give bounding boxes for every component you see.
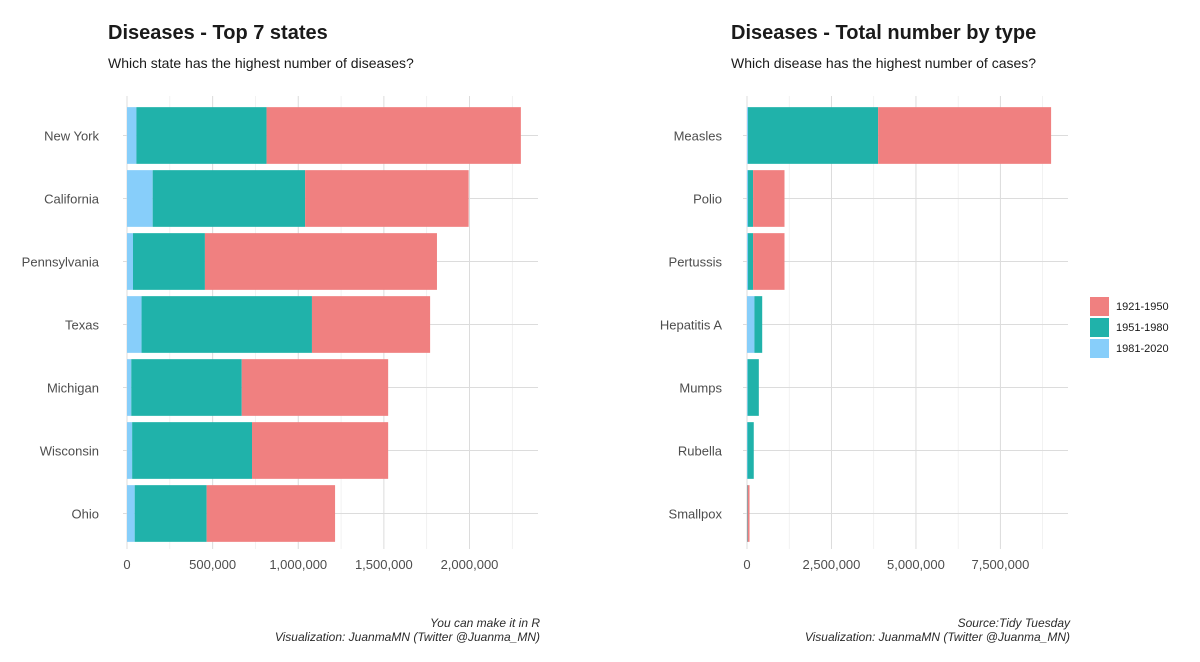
right-bar-mumps-1951-1980 <box>747 359 759 416</box>
left-bar-texas-1951-1980 <box>141 296 312 353</box>
right-bar-measles-1951-1980 <box>748 107 879 164</box>
left-category-label-pennsylvania: Pennsylvania <box>22 255 100 270</box>
right-bar-measles-1921-1950 <box>878 107 1052 164</box>
left-caption-line2: Visualization: JuanmaMN (Twitter @Juanma… <box>274 630 540 644</box>
left-caption-line1: You can make it in R <box>429 616 540 630</box>
left-bar-california-1951-1980 <box>152 170 306 227</box>
right-bar-hepatitis-a-1951-1980 <box>754 296 763 353</box>
right-category-label-mumps: Mumps <box>679 381 722 396</box>
left-bar-pennsylvania-1951-1980 <box>132 233 205 290</box>
left-bar-texas-1921-1950 <box>311 296 431 353</box>
left-bar-wisconsin-1921-1950 <box>252 422 389 479</box>
legend-item-1981-2020: 1981-2020 <box>1090 338 1169 359</box>
right-bar-rubella-1981-2020 <box>747 422 748 479</box>
right-bar-polio-1981-2020 <box>747 170 749 227</box>
right-caption-line1: Source:Tidy Tuesday <box>957 616 1070 630</box>
left-bar-michigan-1981-2020 <box>127 359 132 416</box>
right-caption: Source:Tidy Tuesday Visualization: Juanm… <box>805 616 1070 644</box>
right-bar-smallpox-1921-1950 <box>747 485 750 542</box>
legend-item-1921-1950: 1921-1950 <box>1090 296 1169 317</box>
left-bar-california-1921-1950 <box>305 170 469 227</box>
left-category-label-new-york: New York <box>44 129 99 144</box>
left-bar-ohio-1981-2020 <box>127 485 135 542</box>
legend-item-1951-1980: 1951-1980 <box>1090 317 1169 338</box>
right-bar-smallpox-1951-1980 <box>747 485 748 542</box>
legend-label-1921-1950: 1921-1950 <box>1116 300 1169 313</box>
right-category-label-polio: Polio <box>693 192 722 207</box>
left-bar-new-york-1951-1980 <box>136 107 267 164</box>
right-chart-subtitle: Which disease has the highest number of … <box>731 55 1037 71</box>
left-x-tick-label-0: 0 <box>123 557 130 572</box>
right-x-tick-label-2: 5,000,000 <box>887 557 945 572</box>
legend-label-1951-1980: 1951-1980 <box>1116 321 1169 334</box>
left-bar-pennsylvania-1981-2020 <box>127 233 133 290</box>
right-bar-hepatitis-a-1981-2020 <box>747 296 755 353</box>
right-category-label-hepatitis-a: Hepatitis A <box>660 318 722 333</box>
left-panel: Diseases - Top 7 states Which state has … <box>108 22 540 644</box>
legend-swatch-1981-2020 <box>1090 339 1109 358</box>
right-category-label-smallpox: Smallpox <box>669 507 723 522</box>
right-bar-mumps-1981-2020 <box>747 359 748 416</box>
legend-swatch-1921-1950 <box>1090 297 1109 316</box>
left-bar-ohio-1921-1950 <box>206 485 336 542</box>
left-bar-michigan-1921-1950 <box>241 359 389 416</box>
left-bar-ohio-1951-1980 <box>134 485 207 542</box>
left-bar-new-york-1981-2020 <box>127 107 137 164</box>
left-bar-wisconsin-1951-1980 <box>132 422 253 479</box>
left-bar-california-1981-2020 <box>127 170 153 227</box>
left-bar-new-york-1921-1950 <box>266 107 521 164</box>
left-category-label-texas: Texas <box>65 318 99 333</box>
left-bar-michigan-1951-1980 <box>131 359 242 416</box>
right-chart-title: Diseases - Total number by type <box>731 22 1037 44</box>
legend-label-1981-2020: 1981-2020 <box>1116 342 1169 355</box>
left-category-label-wisconsin: Wisconsin <box>40 444 99 459</box>
right-bar-rubella-1951-1980 <box>747 422 754 479</box>
right-bar-pertussis-1951-1980 <box>748 233 754 290</box>
left-chart-subtitle: Which state has the highest number of di… <box>108 55 414 71</box>
right-x-tick-label-0: 0 <box>743 557 750 572</box>
left-bar-texas-1981-2020 <box>127 296 142 353</box>
right-bar-pertussis-1981-2020 <box>747 233 749 290</box>
left-chart-title: Diseases - Top 7 states <box>108 22 328 44</box>
left-category-label-california: California <box>44 192 100 207</box>
right-x-tick-label-3: 7,500,000 <box>971 557 1029 572</box>
right-category-label-pertussis: Pertussis <box>669 255 723 270</box>
left-x-tick-label-3: 1,500,000 <box>355 557 413 572</box>
right-bar-polio-1921-1950 <box>753 170 785 227</box>
legend-swatch-1951-1980 <box>1090 318 1109 337</box>
legend: 1921-1950 1951-1980 1981-2020 <box>1090 296 1169 359</box>
left-bar-wisconsin-1981-2020 <box>127 422 133 479</box>
left-x-tick-label-4: 2,000,000 <box>441 557 499 572</box>
right-category-label-rubella: Rubella <box>678 444 723 459</box>
left-x-tick-label-2: 1,000,000 <box>269 557 327 572</box>
left-caption: You can make it in R Visualization: Juan… <box>275 616 540 644</box>
right-bar-pertussis-1921-1950 <box>753 233 785 290</box>
left-bar-pennsylvania-1921-1950 <box>204 233 437 290</box>
left-category-label-ohio: Ohio <box>72 507 99 522</box>
right-bar-polio-1951-1980 <box>748 170 754 227</box>
left-category-label-michigan: Michigan <box>47 381 99 396</box>
right-x-tick-label-1: 2,500,000 <box>803 557 861 572</box>
right-category-label-measles: Measles <box>674 129 723 144</box>
left-x-tick-label-1: 500,000 <box>189 557 236 572</box>
right-bar-measles-1981-2020 <box>747 107 749 164</box>
right-caption-line2: Visualization: JuanmaMN (Twitter @Juanma… <box>804 630 1070 644</box>
right-panel: Diseases - Total number by type Which di… <box>600 0 1200 662</box>
